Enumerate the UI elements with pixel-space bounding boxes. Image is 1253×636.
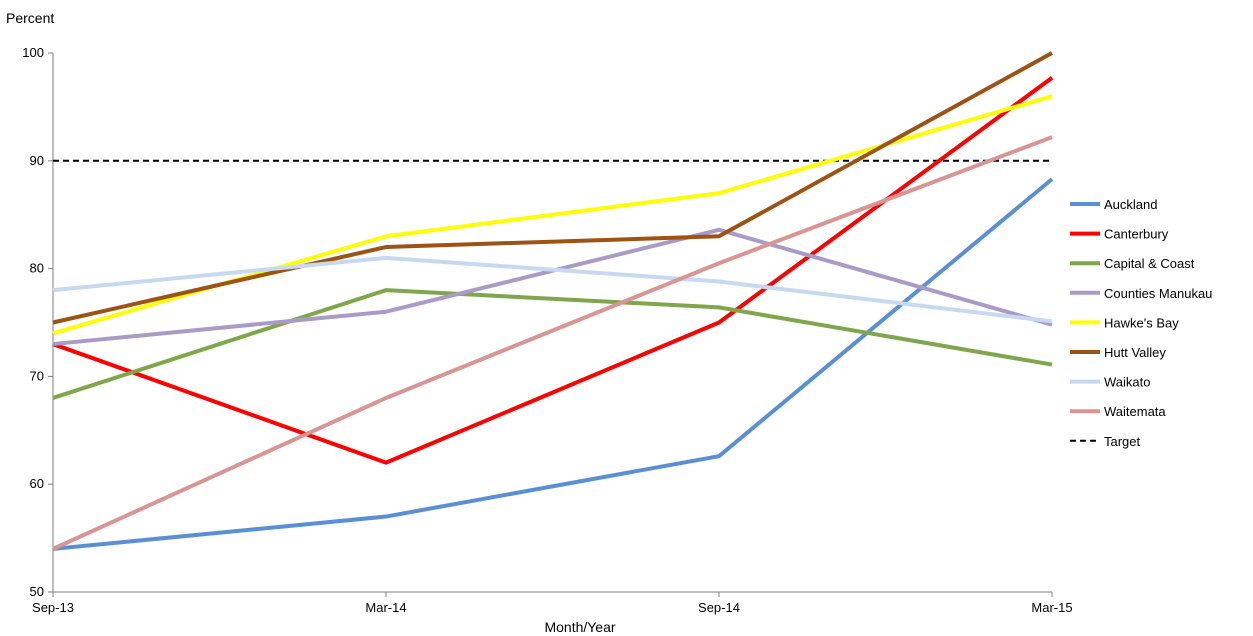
y-tick-label: 70 xyxy=(30,368,44,383)
series-line-waitemata xyxy=(52,135,1053,551)
series-line-capital-coast xyxy=(52,288,1053,400)
legend-label: Target xyxy=(1104,434,1141,449)
y-tick-label: 50 xyxy=(30,584,44,599)
legend-label: Canterbury xyxy=(1104,227,1169,242)
x-tick-label: Sep-13 xyxy=(32,600,74,615)
axes: 50 60 70 80 90 100 Sep-13 Mar-14 Sep-14 Mar-15 xyxy=(22,45,1072,615)
x-axis-title: Month/Year xyxy=(544,619,615,635)
series-line-hutt-valley xyxy=(52,51,1053,325)
y-tick-label: 80 xyxy=(30,261,44,276)
legend-label: Hawke's Bay xyxy=(1104,315,1179,330)
x-tick-label: Sep-14 xyxy=(698,600,740,615)
legend: Auckland Canterbury Capital & Coast Countie… xyxy=(1070,197,1212,449)
y-tick-label: 100 xyxy=(22,45,44,60)
legend-label: Hutt Valley xyxy=(1104,345,1166,360)
series-line-auckland xyxy=(52,177,1054,551)
x-tick-label: Mar-15 xyxy=(1031,600,1072,615)
y-axis-title: Percent xyxy=(6,10,54,26)
y-tick-label: 90 xyxy=(30,153,44,168)
legend-label: Auckland xyxy=(1104,197,1157,212)
series-line-waikato xyxy=(52,255,1053,324)
legend-label: Counties Manukau xyxy=(1104,286,1212,301)
series-lines xyxy=(52,51,1054,551)
y-tick-label: 60 xyxy=(30,476,44,491)
legend-label: Waikato xyxy=(1104,375,1150,390)
legend-label: Waitemata xyxy=(1104,404,1166,419)
legend-label: Capital & Coast xyxy=(1104,256,1195,271)
x-tick-label: Mar-14 xyxy=(365,600,406,615)
